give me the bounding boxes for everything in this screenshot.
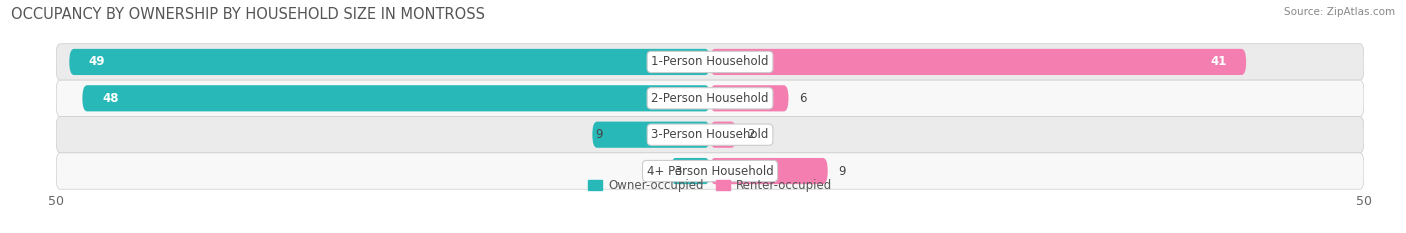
Text: 48: 48 — [103, 92, 118, 105]
FancyBboxPatch shape — [710, 85, 789, 111]
Text: 3-Person Household: 3-Person Household — [651, 128, 769, 141]
FancyBboxPatch shape — [710, 122, 737, 148]
Text: OCCUPANCY BY OWNERSHIP BY HOUSEHOLD SIZE IN MONTROSS: OCCUPANCY BY OWNERSHIP BY HOUSEHOLD SIZE… — [11, 7, 485, 22]
FancyBboxPatch shape — [710, 49, 1246, 75]
Legend: Owner-occupied, Renter-occupied: Owner-occupied, Renter-occupied — [583, 175, 837, 197]
FancyBboxPatch shape — [56, 153, 1364, 189]
Text: 2-Person Household: 2-Person Household — [651, 92, 769, 105]
FancyBboxPatch shape — [710, 158, 828, 184]
FancyBboxPatch shape — [56, 44, 1364, 80]
Text: 3: 3 — [673, 164, 682, 178]
FancyBboxPatch shape — [592, 122, 710, 148]
FancyBboxPatch shape — [69, 49, 710, 75]
FancyBboxPatch shape — [83, 85, 710, 111]
Text: 9: 9 — [595, 128, 603, 141]
Text: 6: 6 — [799, 92, 807, 105]
Text: 49: 49 — [89, 55, 105, 69]
Text: 4+ Person Household: 4+ Person Household — [647, 164, 773, 178]
Text: 41: 41 — [1211, 55, 1226, 69]
Text: 2: 2 — [747, 128, 754, 141]
Text: Source: ZipAtlas.com: Source: ZipAtlas.com — [1284, 7, 1395, 17]
FancyBboxPatch shape — [56, 116, 1364, 153]
Text: 1-Person Household: 1-Person Household — [651, 55, 769, 69]
Text: 9: 9 — [838, 164, 845, 178]
FancyBboxPatch shape — [671, 158, 710, 184]
FancyBboxPatch shape — [56, 80, 1364, 116]
